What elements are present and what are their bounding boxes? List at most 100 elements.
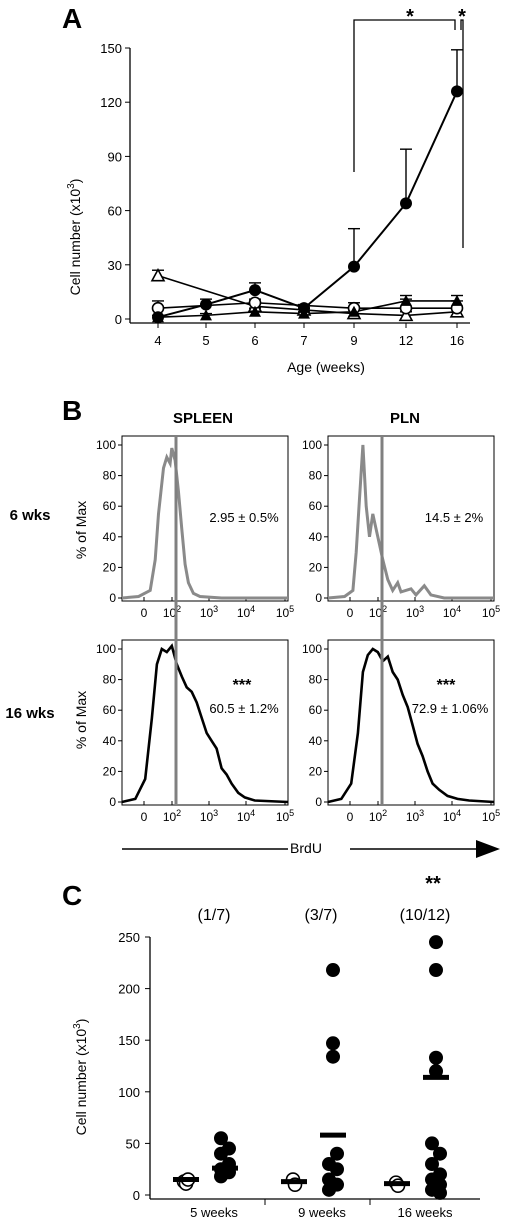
c-point-filled [322,1182,336,1197]
a-series-line [157,274,458,317]
b-y-tick-label: 40 [103,734,117,748]
row-label-16wks: 16 wks [5,705,54,722]
a-point-filled-circle [298,302,310,315]
b-x-tick-label: 105 [482,808,500,824]
b-y-tick-label: 20 [103,560,117,574]
panel-c-letter: C [62,880,82,911]
fraction-9wk: (3/7) [305,907,338,924]
c-point-filled [425,1157,439,1172]
b-x-tick-label: 105 [276,604,294,620]
a-point-filled-circle [200,298,212,311]
b-x-tick-label: 0 [347,810,354,824]
b-x-tick-label: 103 [406,808,424,824]
a-point-filled-triangle [249,305,261,317]
b-histogram-trace [121,643,289,804]
a-series-line [157,90,458,319]
col-title-pln: PLN [390,410,420,427]
a-y-tick-label: 60 [108,204,122,219]
a-y-tick-label: 150 [100,41,122,56]
b-x-tick-label: 0 [141,606,148,620]
b-y-tick-label: 100 [302,438,322,452]
b-plot-frame [121,639,289,806]
c-point-filled [214,1131,228,1146]
b-y-tick-label: 100 [302,642,322,656]
b-x-tick-label: 0 [347,606,354,620]
annot-spleen-16: 60.5 ± 1.2% [209,701,279,716]
a-x-tick-label: 5 [202,333,209,348]
a-x-tick-label: 16 [450,333,464,348]
a-x-tick-label: 12 [399,333,413,348]
panel-a-xlabel: Age (weeks) [287,359,365,375]
c-point-filled [330,1162,344,1177]
panel-a-chart: Cell number (x103) Age (weeks) 0 30 60 90 12… [66,6,470,375]
a-y-tick-label: 0 [115,312,122,327]
b-x-tick-label: 102 [163,604,181,620]
b-x-tick-label: 105 [482,604,500,620]
panel-b-histograms: SPLEEN PLN 6 wks 16 wks % of Max % of Ma… [5,410,500,858]
panel-b-letter: B [62,395,82,426]
b-x-tick-label: 0 [141,810,148,824]
b-histogram-trace [121,447,288,600]
b-x-tick-label: 102 [163,808,181,824]
annot-pln-16: 72.9 ± 1.06% [412,701,489,716]
b-x-tick-label: 102 [369,604,387,620]
b-y-tick-label: 0 [109,795,116,809]
a-x-tick-label: 6 [251,333,258,348]
a-point-filled-triangle [400,294,412,306]
a-sig-star: * [458,6,466,28]
b-x-tick-label: 104 [443,604,461,620]
brdu-arrowhead [476,840,500,858]
b-plot-frame [121,435,289,602]
c-point-filled [429,1050,443,1065]
b-x-tick-label: 103 [200,808,218,824]
c-y-tick-label: 250 [118,930,140,945]
annot-pln-6: 14.5 ± 2% [425,510,484,525]
b-y-tick-label: 60 [103,703,117,717]
b-histogram-trace [327,647,495,804]
brdu-label: BrdU [290,840,322,856]
ylabel-16wks: % of Max [73,691,89,749]
a-point-filled-circle [348,260,360,273]
c-y-tick-label: 150 [118,1033,140,1048]
b-y-tick-label: 100 [96,438,116,452]
c-point-filled [214,1169,228,1184]
b-x-tick-label: 103 [200,604,218,620]
c-point-filled [214,1146,228,1161]
a-y-tick-label: 120 [100,95,122,110]
c-x-category-label: 9 weeks [298,1205,346,1220]
b-y-tick-label: 40 [309,734,323,748]
c-point-filled [326,1049,340,1064]
annot-spleen-6: 2.95 ± 0.5% [209,510,279,525]
b-y-tick-label: 40 [103,530,117,544]
b-y-tick-label: 80 [309,469,323,483]
panel-a-letter: A [62,3,82,34]
c-point-filled [326,1036,340,1051]
c-y-tick-label: 50 [126,1136,140,1151]
b-y-tick-label: 60 [309,703,323,717]
b-y-tick-label: 60 [103,499,117,513]
c-y-tick-label: 0 [133,1188,140,1203]
panel-c-chart: Cell number (x103) ** (1/7) (3/7) (10/12… [72,873,480,1220]
b-plot-frame [327,639,495,806]
a-y-tick-label: 30 [108,258,122,273]
b-x-tick-label: 102 [369,808,387,824]
a-point-open-triangle [398,307,414,322]
c-x-category-label: 5 weeks [190,1205,238,1220]
c-y-tick-label: 100 [118,1085,140,1100]
b-y-tick-label: 0 [315,591,322,605]
b-y-tick-label: 60 [309,499,323,513]
a-point-filled-triangle [451,294,463,306]
a-point-filled-circle [400,197,412,210]
stars-spleen-16: *** [233,677,252,694]
sig-stars-c: ** [425,873,441,895]
b-y-tick-label: 80 [309,673,323,687]
panel-a-ylabel: Cell number (x103) [66,179,83,296]
fraction-5wk: (1/7) [198,907,231,924]
c-x-category-label: 16 weeks [398,1205,453,1220]
c-point-filled [425,1136,439,1151]
c-point-filled [433,1185,447,1200]
c-point-filled [433,1146,447,1161]
b-x-tick-label: 104 [443,808,461,824]
b-x-tick-label: 104 [237,604,255,620]
